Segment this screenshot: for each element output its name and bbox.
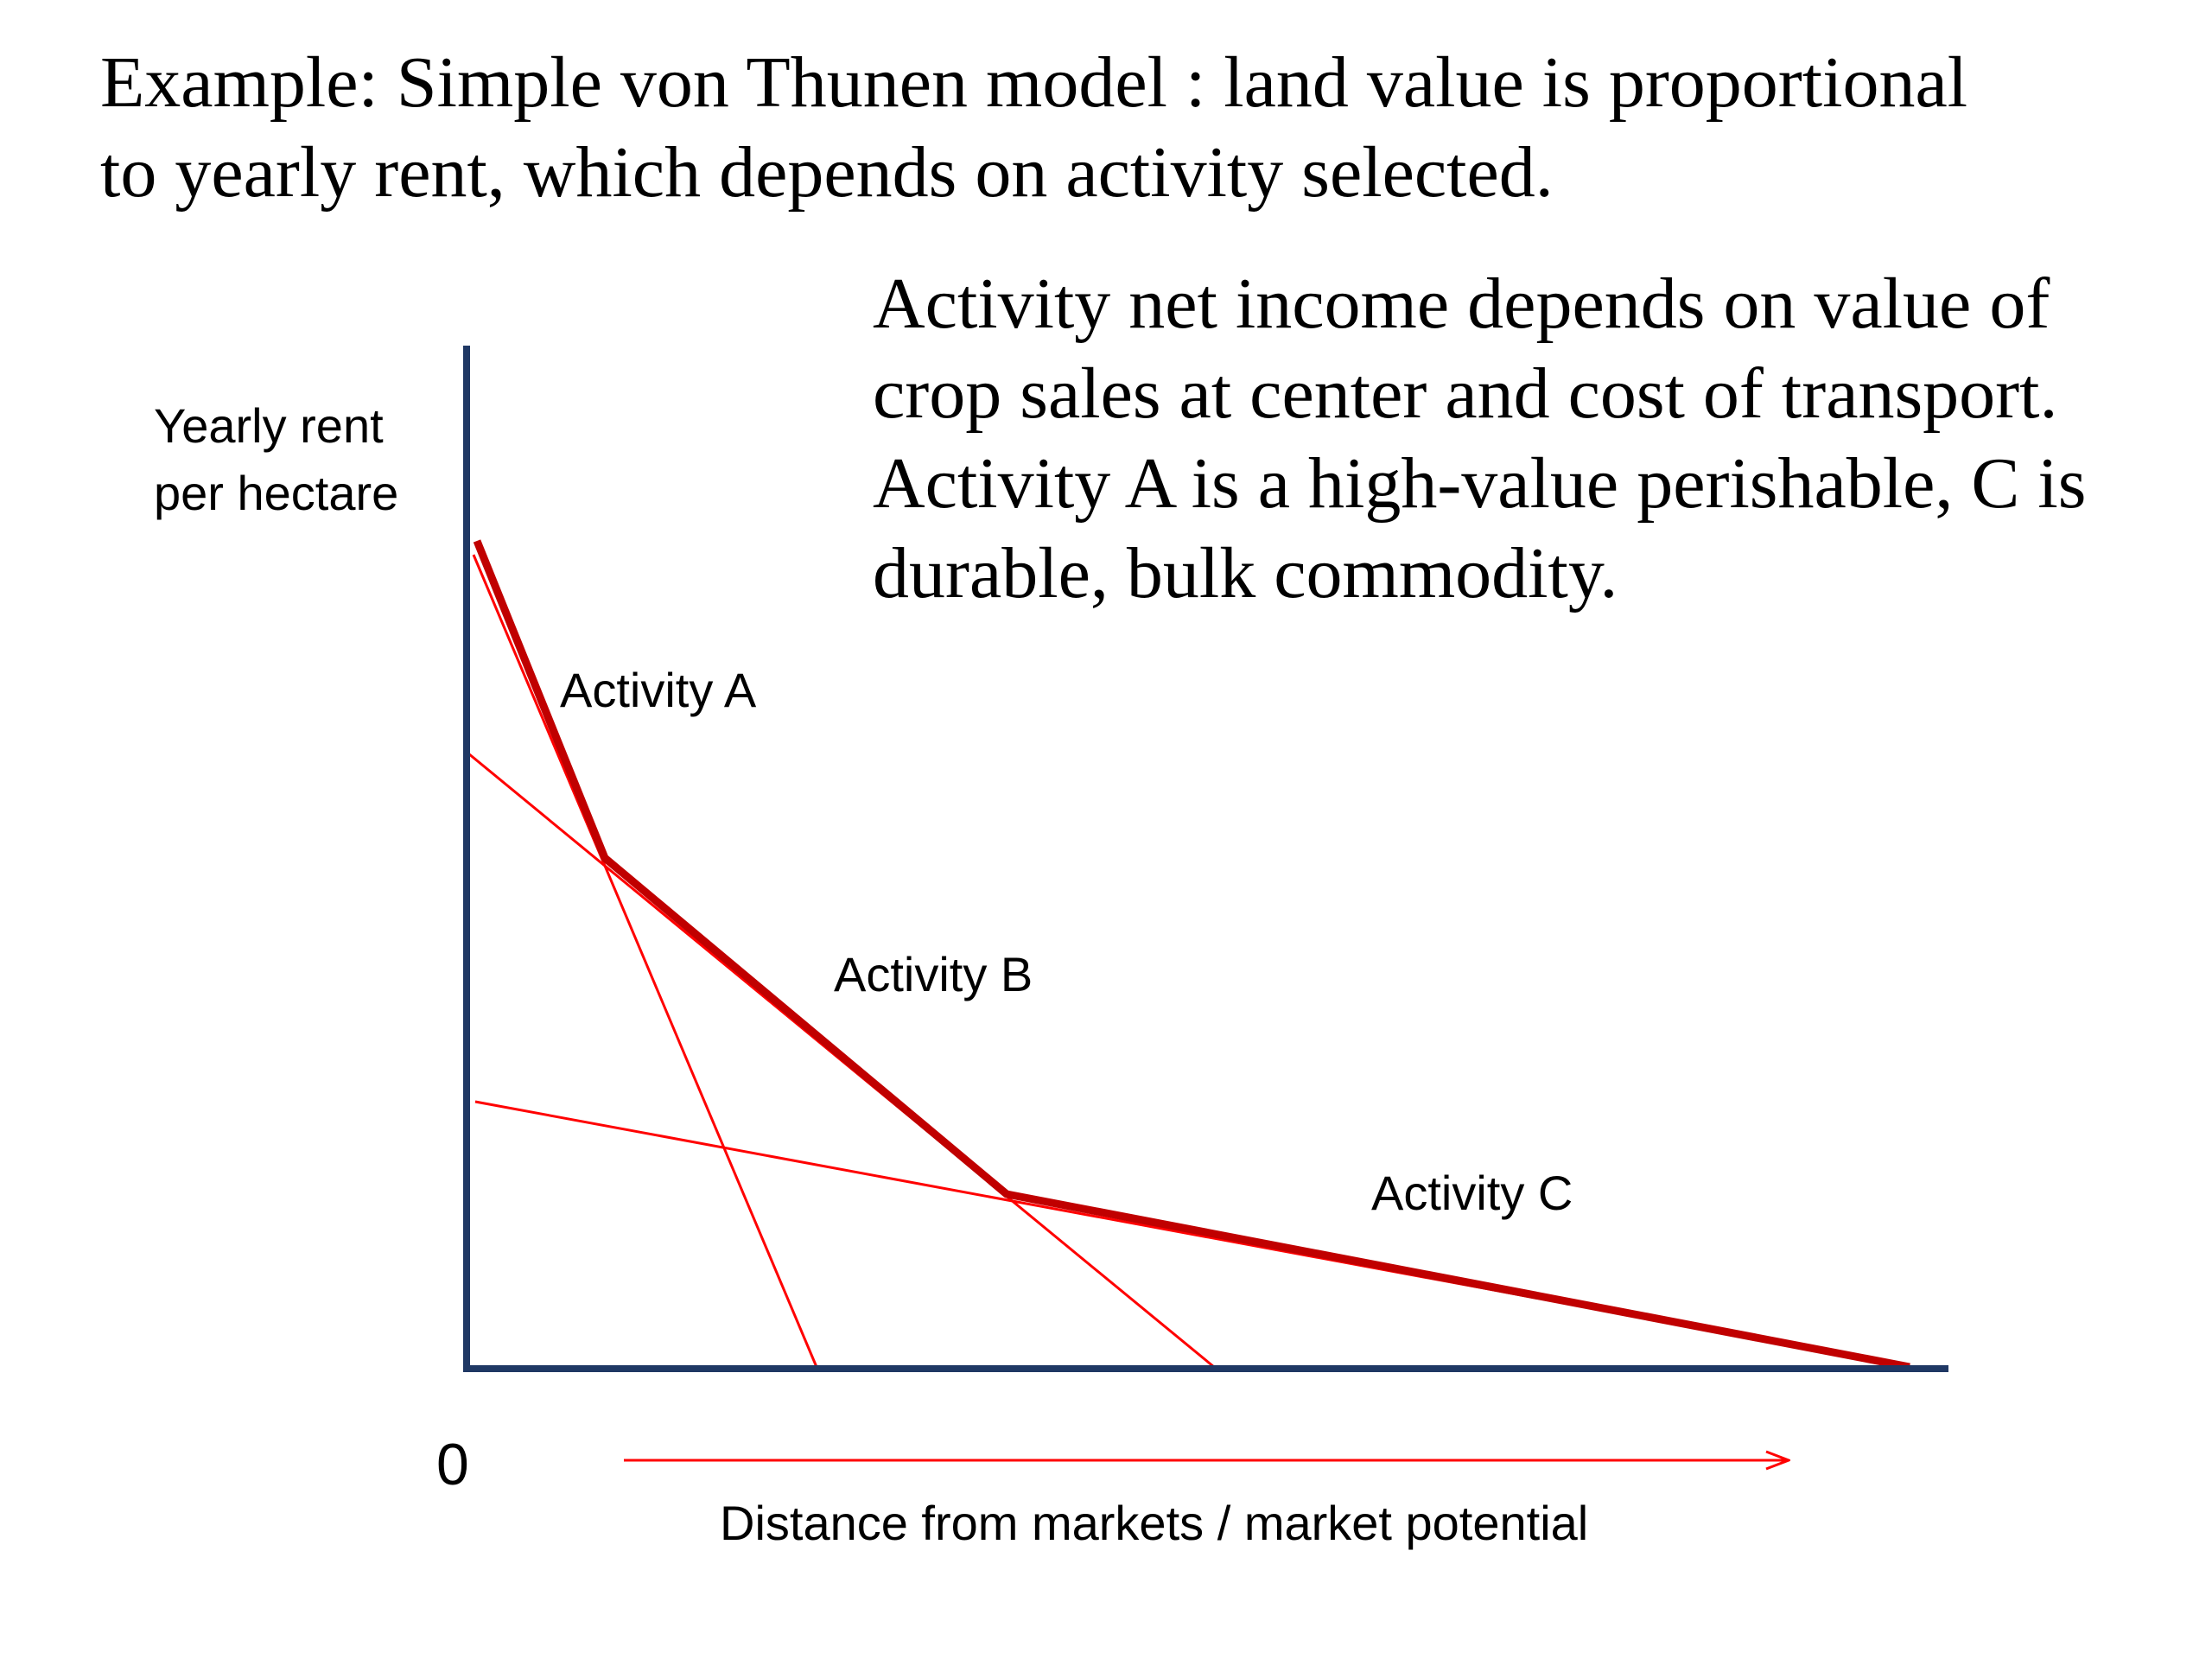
- y-axis-label-line-2: per hectare: [154, 466, 398, 520]
- description-line-1: Activity net income depends on value of: [873, 264, 2050, 344]
- description-text: Activity net income depends on value of …: [873, 259, 2186, 619]
- activity-a-label: Activity A: [560, 663, 757, 717]
- description-line-4: durable, bulk commodity.: [873, 533, 1618, 613]
- x-axis-label: Distance from markets / market potential: [720, 1496, 1588, 1550]
- y-axis-label-line-1: Yearly rent: [154, 398, 384, 453]
- slide-title-line-1: Example: Simple von Thunen model : land …: [100, 42, 1968, 123]
- description-line-3: Activity A is a high-value perishable, C…: [873, 443, 2087, 524]
- slide-title-line-2: to yearly rent, which depends on activit…: [100, 132, 1554, 213]
- activity-a-rent-line: [472, 554, 818, 1368]
- activity-c-label: Activity C: [1371, 1166, 1573, 1220]
- description-line-2: crop sales at center and cost of transpo…: [873, 353, 2058, 434]
- bid-rent-envelope: [473, 539, 1910, 1371]
- origin-label: 0: [436, 1432, 469, 1497]
- slide-title: Example: Simple von Thunen model : land …: [100, 38, 2157, 218]
- activity-b-label: Activity B: [834, 947, 1033, 1001]
